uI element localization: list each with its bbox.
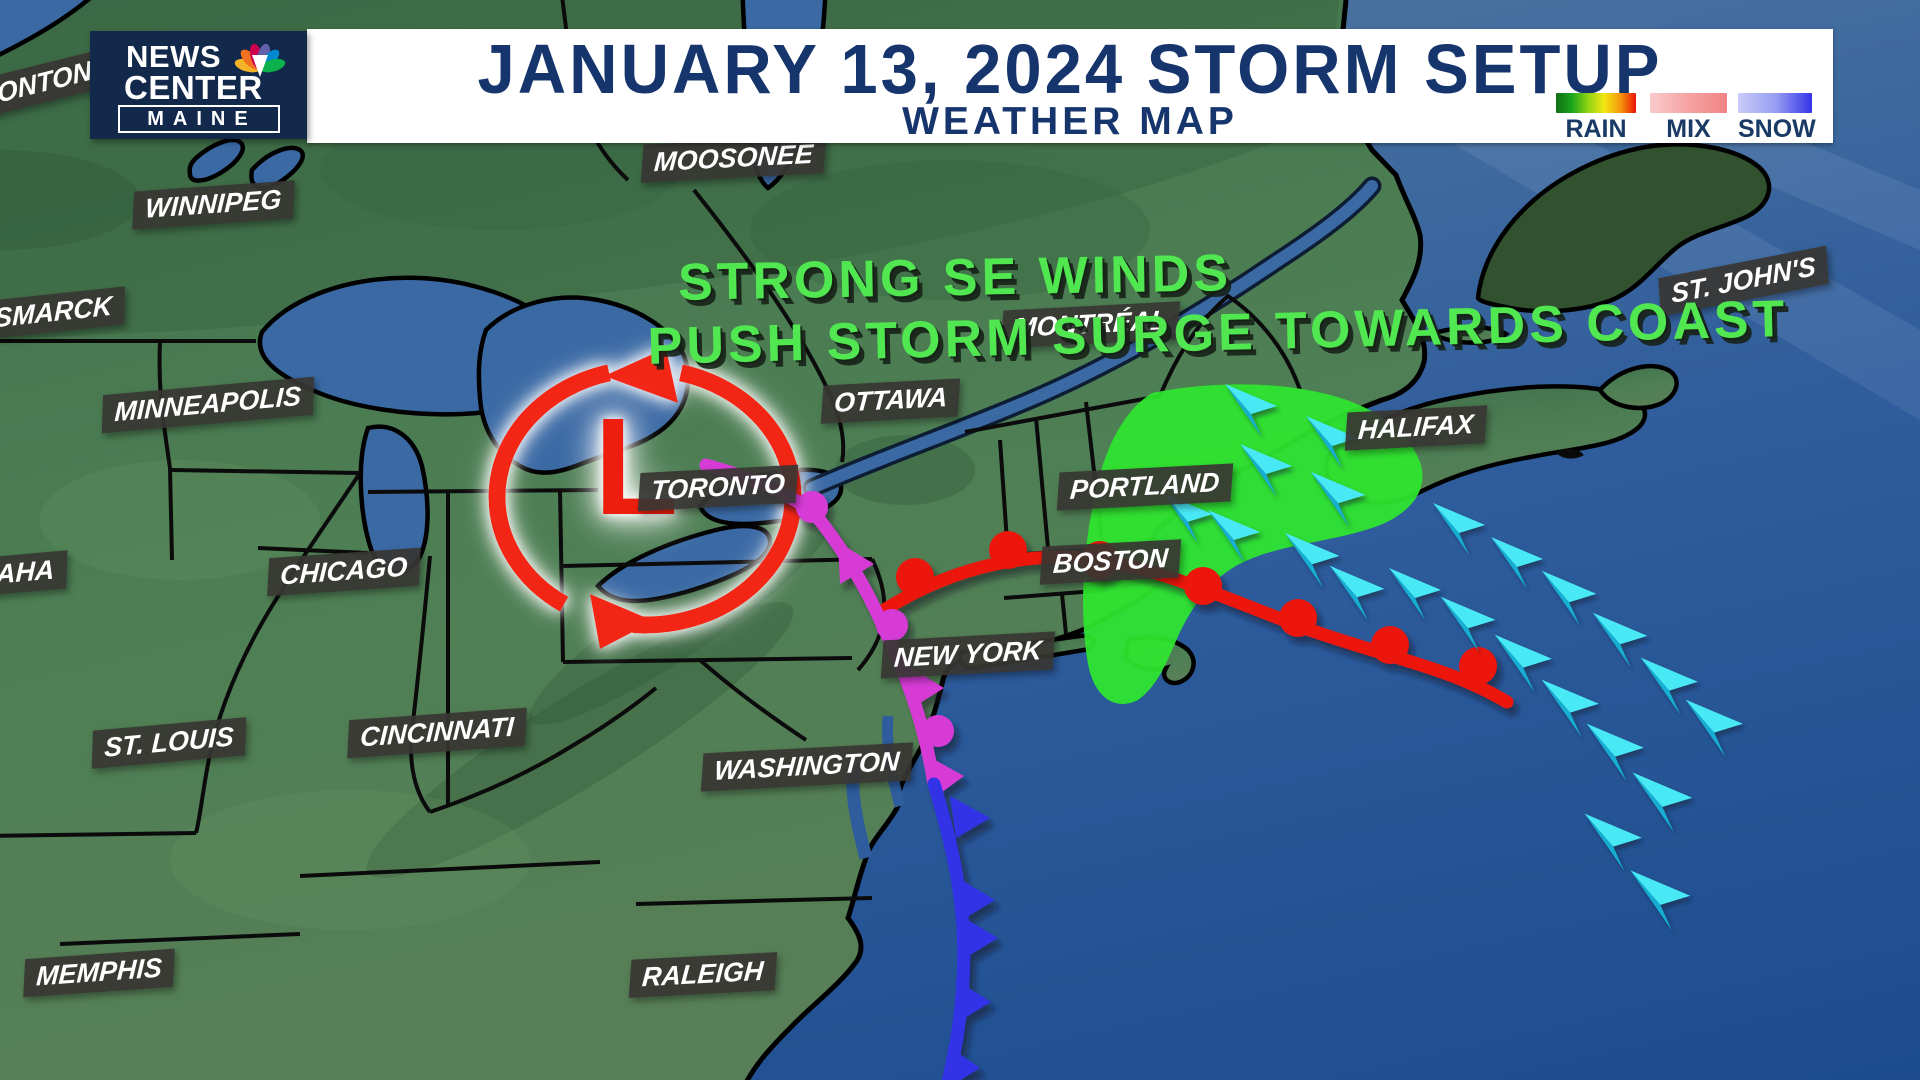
cape-breton	[1597, 363, 1679, 411]
legend-label: RAIN	[1565, 115, 1627, 143]
legend-item-rain: RAIN	[1556, 93, 1636, 144]
city-label-omaha-partial: AHA	[0, 550, 68, 596]
storm-surge-area	[1083, 384, 1423, 704]
prince-edward-island	[1425, 325, 1510, 345]
legend-item-mix: MIX	[1650, 93, 1727, 144]
lake-winnipeg	[187, 137, 246, 183]
wind-arrow-icon	[1389, 568, 1441, 620]
hudson-bay-corner	[0, 0, 92, 57]
peacock-body	[252, 55, 268, 77]
logo-maine-text: MAINE	[118, 105, 280, 133]
wind-arrow-icon	[1630, 870, 1691, 931]
header-bar	[307, 29, 1833, 143]
cold-front	[927, 777, 998, 1080]
legend-item-snow: SNOW	[1738, 93, 1816, 144]
wind-arrow-icon	[1208, 510, 1260, 562]
wind-arrow-icon	[1632, 772, 1693, 833]
wind-arrow-icon	[1310, 471, 1366, 527]
city-label-halifax: HALIFAX	[1344, 405, 1487, 451]
legend-swatch-mix	[1650, 93, 1727, 113]
legend-label: SNOW	[1738, 115, 1816, 143]
nbc-peacock-icon	[234, 43, 286, 77]
city-label-ottawa: OTTAWA	[820, 378, 961, 424]
low-pressure-symbol: L	[594, 390, 679, 544]
sable-island	[1556, 448, 1584, 459]
newfoundland	[1475, 142, 1772, 314]
news-center-maine-logo: NEWS CENTER MAINE	[90, 31, 307, 139]
legend-swatch-snow	[1738, 93, 1812, 113]
logo-news-text: NEWS	[126, 39, 221, 74]
page-title: JANUARY 13, 2024 STORM SETUP	[477, 30, 1663, 109]
wind-arrow-icon	[1491, 537, 1543, 589]
legend-label: MIX	[1666, 115, 1711, 143]
peacock-feather	[259, 58, 286, 73]
st-lawrence-river-water	[806, 180, 1378, 494]
city-label-boston: BOSTON	[1039, 539, 1182, 585]
logo-center-text: CENTER	[124, 69, 263, 106]
legend-swatch-rain	[1556, 93, 1636, 113]
city-label-raleigh: RALEIGH	[628, 952, 777, 998]
page-subtitle: WEATHER MAP	[902, 100, 1238, 143]
fronts	[699, 458, 1514, 1080]
wind-arrow-icon	[1240, 444, 1292, 496]
wind-arrow-icon	[1433, 503, 1485, 555]
wind-arrow-icon	[1225, 384, 1277, 436]
